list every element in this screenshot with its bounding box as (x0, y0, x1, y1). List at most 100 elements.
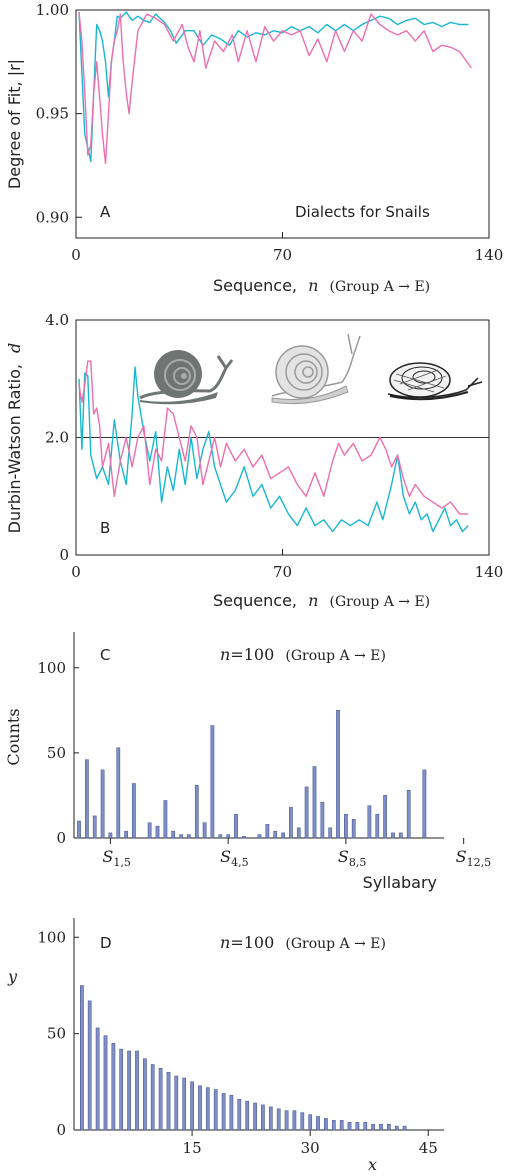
panel-c-annotation: n=100 (Group A → E) (220, 645, 386, 664)
panel-d-bar (379, 1123, 383, 1131)
panel-d-bar (229, 1095, 234, 1131)
panel-a: 0.90 0.95 1.00 0 70 140 A Dialects for Snail… (5, 1, 503, 295)
panel-d-xtick-label: 30 (301, 1139, 320, 1157)
panel-a-series-pink (78, 12, 472, 165)
panel-c-bar (116, 747, 121, 839)
panel-b-series-pink (78, 360, 469, 515)
panel-c-bar (328, 827, 333, 839)
snail-light-icon (271, 333, 361, 405)
panel-c-bar (257, 834, 262, 839)
panel-c-bar (242, 836, 246, 839)
panel-c-bar (375, 813, 380, 839)
panel-c-annotation-n: n (220, 645, 230, 664)
panel-c-bar (85, 759, 89, 839)
panel-c-category-sub: 4,5 (231, 856, 249, 869)
panel-d-bar (284, 1110, 289, 1131)
panel-c-bar (132, 783, 136, 839)
panel-d-bar (80, 985, 84, 1131)
panel-c-ytick-label: 100 (37, 659, 66, 677)
panel-d-bar (387, 1123, 391, 1131)
panel-b-series-cyan (78, 366, 469, 533)
panel-c-bar (422, 769, 427, 839)
panel-a-xlabel-group: (Group A → E) (330, 279, 431, 295)
panel-d-bar (261, 1104, 265, 1131)
panel-a-ylabel: Degree of Fit, |r| (5, 59, 24, 189)
panel-c-bar (210, 725, 215, 839)
snail-sketch-icon (387, 362, 483, 401)
panel-c-bar (383, 795, 387, 839)
panel-d-xtick-label: 45 (419, 1139, 438, 1157)
panel-d-bar (292, 1110, 297, 1131)
panel-c-category-label: S8,5 (338, 847, 366, 869)
panel-c-letter: C (100, 646, 110, 664)
panel-d-bar (103, 1035, 108, 1131)
panel-b-ylabel: Durbin-Watson Ratio, d (5, 343, 24, 534)
panel-a-xtick-label: 0 (71, 246, 81, 264)
panel-b-xlabel-main: Sequence, (213, 591, 297, 610)
panel-d-bar (347, 1122, 352, 1131)
panel-d-bar (213, 1089, 218, 1131)
panel-a-xtick-label: 140 (475, 246, 504, 264)
panel-d-bar (119, 1048, 124, 1131)
panel-c-bar (202, 822, 207, 839)
panel-c-bar (187, 834, 191, 839)
panel-d-bar (253, 1102, 257, 1131)
panel-c-bar (336, 710, 340, 839)
panel-a-ytick-label: 0.90 (36, 208, 69, 226)
panel-a-letter: A (100, 203, 111, 221)
panel-a-xlabel-n: n (308, 276, 318, 295)
panel-c-bar (406, 790, 411, 839)
panel-c-bar (92, 815, 97, 839)
panel-d-bar (158, 1068, 163, 1131)
panel-d-bar (143, 1058, 147, 1131)
panel-b-xlabel: Sequence, n (Group A → E) (213, 591, 430, 610)
panel-d-bar (402, 1125, 407, 1131)
panel-b-xtick-label: 140 (475, 563, 504, 581)
panel-d-ytick-label: 100 (37, 928, 66, 946)
panel-c-bar (367, 805, 372, 839)
panel-c-bar (147, 822, 152, 839)
panel-d-bar (190, 1081, 194, 1131)
panel-c-bar (77, 820, 81, 839)
panel-b-ylabel-main: Durbin-Watson Ratio, (5, 364, 24, 533)
panel-d-bar (371, 1123, 375, 1131)
panel-d: 0 50 100 15 30 45 D n=100 (Group A → E) y x (7, 918, 444, 1174)
panel-d-bar (355, 1122, 360, 1131)
panel-d-bar (95, 1027, 100, 1131)
panel-d-bar (150, 1064, 155, 1131)
panel-d-ylabel: y (7, 967, 18, 986)
panel-d-annotation-rest: =100 (230, 933, 274, 952)
panel-d-bar (245, 1100, 250, 1131)
panel-d-bar (198, 1085, 202, 1131)
panel-d-bar (127, 1050, 131, 1131)
panel-c-annotation-group: (Group A → E) (285, 648, 386, 664)
panel-d-annotation-n: n (220, 933, 230, 952)
panel-c-category-main: S (456, 847, 467, 866)
panel-a-xlabel: Sequence, n (Group A → E) (213, 276, 430, 295)
panel-d-ytick-label: 50 (47, 1025, 66, 1043)
panel-c-category-label: S1,5 (102, 847, 130, 869)
panel-c-category-label: S12,5 (456, 847, 491, 869)
snail-dark-icon (139, 350, 234, 405)
panel-c-bar (171, 830, 176, 839)
panel-d-bar (174, 1075, 179, 1131)
panel-b-xtick-label: 0 (71, 563, 81, 581)
panel-c-bar (124, 830, 128, 839)
panel-c-xlabel: Syllabary (363, 873, 437, 892)
panel-d-bar (111, 1043, 116, 1131)
panel-a-annotation: Dialects for Snails (295, 203, 430, 221)
panel-c-bar (344, 813, 348, 839)
panel-d-bar (182, 1077, 187, 1131)
panel-d-annotation: n=100 (Group A → E) (220, 933, 386, 952)
panel-c-category-sub: 1,5 (113, 856, 130, 869)
panel-d-letter: D (100, 934, 112, 952)
panel-d-bar (394, 1125, 399, 1131)
panel-c-bar (304, 786, 309, 839)
panel-d-bar (268, 1106, 273, 1131)
panel-d-bar (87, 1000, 92, 1131)
panel-c-ylabel: Counts (4, 708, 23, 765)
panel-d-bar (316, 1116, 320, 1131)
panel-b-ytick-label: 2.0 (45, 429, 69, 447)
panel-a-xtick-label: 70 (273, 246, 292, 264)
panel-c-bar (226, 834, 231, 839)
